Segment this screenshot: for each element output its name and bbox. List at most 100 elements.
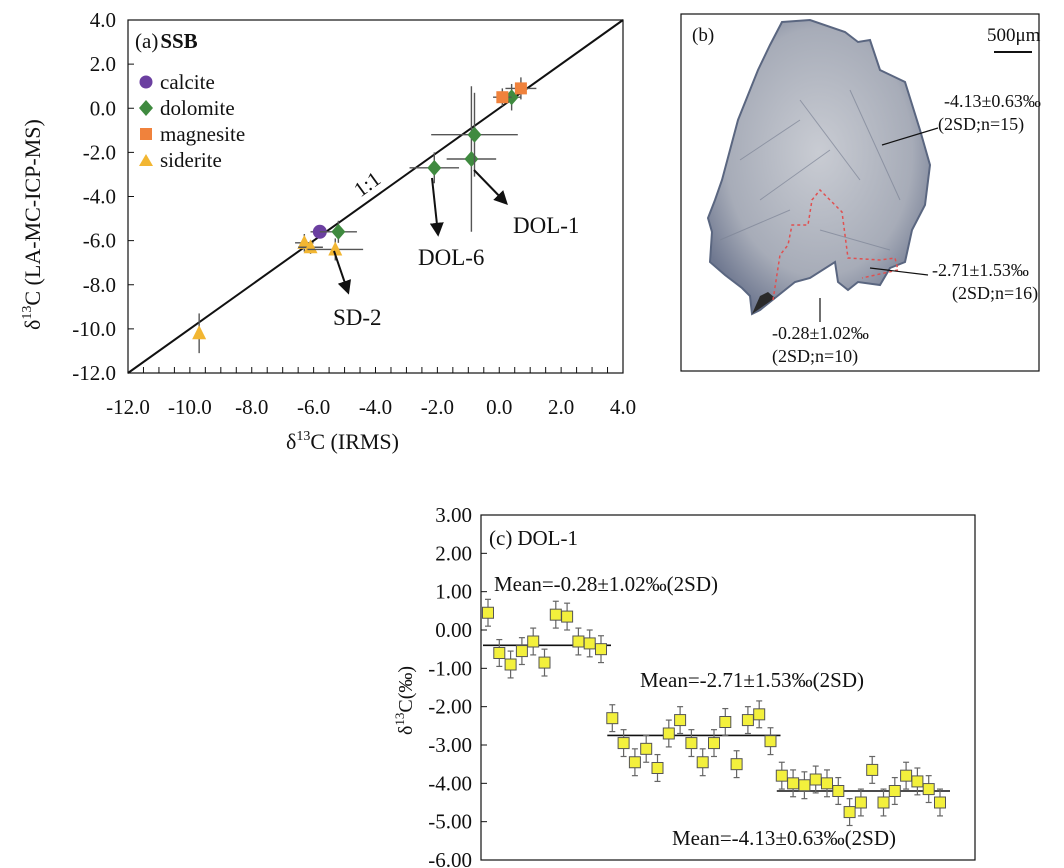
data-point [606, 704, 619, 733]
data-point [877, 788, 890, 817]
x-tick-label: 2.0 [548, 395, 574, 419]
dol-6-arrow [429, 177, 444, 237]
panel-a-x-tick-labels: -12.0 -10.0 -8.0 -6.0 -4.0 -2.0 0.0 2.0 4.0 [106, 395, 636, 419]
annotation-leader-1 [881, 127, 939, 146]
sd-2-annotation: SD-2 [333, 305, 382, 330]
marker [514, 82, 527, 95]
marker [628, 756, 641, 769]
data-point [775, 761, 788, 790]
x-tick-label: -12.0 [106, 395, 150, 419]
data-point [798, 771, 811, 800]
annotation-3-value: -0.28±1.02‰ [772, 323, 869, 343]
x-tick-label: -8.0 [235, 395, 268, 419]
data-point [753, 700, 766, 729]
dol-6-annotation: DOL-6 [418, 245, 484, 270]
y-tick-label: 2.00 [435, 541, 472, 565]
marker [328, 241, 343, 256]
marker [617, 737, 630, 750]
data-point [651, 753, 664, 783]
panel-c-title: (c) DOL-1 [489, 526, 578, 550]
marker [911, 775, 924, 788]
sd-2-arrow [333, 250, 352, 295]
x-tick-label: -6.0 [297, 395, 330, 419]
data-point [628, 748, 641, 777]
data-point [809, 765, 822, 794]
panel-b-label: (b) [692, 25, 714, 46]
marker [606, 712, 619, 725]
marker [798, 779, 811, 792]
annotation-1-stats: (2SD;n=15) [938, 114, 1024, 135]
y-tick-label: -8.0 [83, 273, 116, 297]
annotation-1-value: -4.13±0.63‰ [944, 91, 1041, 111]
data-point [787, 769, 800, 798]
data-point [900, 761, 913, 790]
y-tick-label: -1.00 [428, 656, 472, 680]
legend-magnesite-label: magnesite [160, 122, 245, 146]
mean-label-3: Mean=-4.13±0.63‰(2SD) [672, 826, 896, 850]
marker [662, 727, 675, 740]
marker [674, 714, 687, 727]
data-point [866, 755, 879, 784]
dolomite-point [446, 86, 497, 232]
panel-a: 1:1 4.02.00.0-2.0-4.0-6.0-8.0-10.0-12.0 … [20, 8, 636, 454]
marker [809, 773, 822, 786]
y-tick-label: -2.0 [83, 140, 116, 164]
annotation-leader-2 [869, 267, 929, 276]
marker [821, 777, 833, 790]
marker [427, 159, 442, 176]
data-point [583, 629, 596, 658]
x-tick-label: 0.0 [486, 395, 512, 419]
marker [730, 758, 743, 771]
y-tick-label: -6.0 [83, 229, 116, 253]
mean-label-2: Mean=-2.71±1.53‰(2SD) [640, 668, 864, 692]
marker [888, 785, 901, 797]
panel-c-y-axis-label: δ13C(‰) [392, 666, 417, 735]
magnesite-point [493, 88, 512, 107]
data-point [708, 729, 720, 758]
y-tick-label: 4.0 [90, 8, 116, 32]
panel-a-grid [127, 367, 624, 373]
crystal-dark-base [752, 292, 775, 314]
siderite-point [192, 313, 207, 354]
marker [843, 806, 856, 819]
dolomite-point [431, 92, 518, 177]
data-point [821, 769, 833, 798]
y-tick-label: -10.0 [72, 317, 116, 341]
marker [651, 762, 664, 774]
crystal-image [706, 18, 932, 316]
one-to-one-label: 1:1 [349, 167, 385, 202]
data-point [617, 729, 630, 758]
legend-siderite-marker [139, 154, 153, 166]
data-point [595, 635, 607, 664]
marker [331, 223, 346, 240]
data-point [854, 788, 867, 817]
data-point [561, 602, 574, 631]
y-tick-label: -5.00 [428, 810, 472, 834]
marker [561, 610, 574, 623]
data-point [640, 734, 653, 763]
x-tick-label: -2.0 [421, 395, 454, 419]
marker [538, 656, 551, 669]
marker [504, 658, 517, 671]
data-point [832, 776, 845, 806]
marker [787, 777, 800, 790]
panel-b: (b) 500μm -4.13±0.63‰ (2SD;n=15) -2.71±1… [680, 13, 1041, 372]
marker [467, 126, 482, 143]
dolomite-point [319, 220, 357, 243]
panel-a-points [192, 77, 537, 354]
data-point [504, 650, 517, 679]
marker [708, 737, 720, 750]
marker [515, 645, 528, 658]
marker [640, 742, 653, 755]
legend-dolomite-marker [139, 100, 153, 116]
panel-a-y-axis-label: δ13C (LA-MC-ICP-MS) [20, 119, 45, 330]
one-to-one-line [127, 19, 624, 374]
marker [900, 769, 913, 782]
marker [764, 735, 777, 748]
panel-a-x-axis-label: δ13C (IRMS) [286, 429, 399, 454]
y-tick-label: 1.00 [435, 580, 472, 604]
data-point [662, 719, 675, 748]
dol-1-annotation: DOL-1 [513, 213, 579, 238]
marker [877, 796, 890, 809]
